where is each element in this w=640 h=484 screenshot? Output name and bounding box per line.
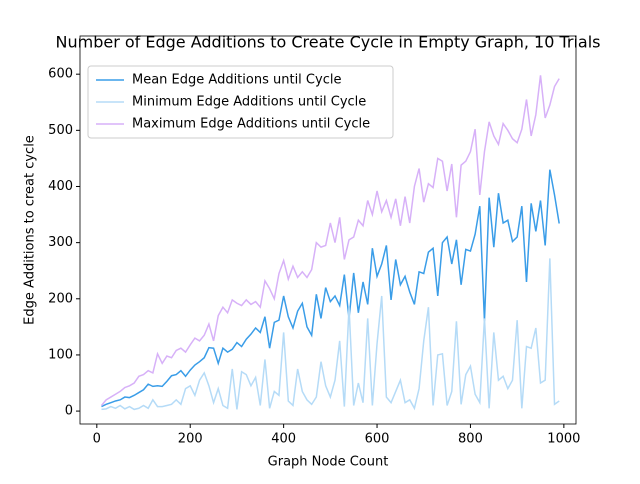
chart-title: Number of Edge Additions to Create Cycle… (56, 33, 601, 52)
y-tick-label: 600 (48, 67, 73, 82)
plot-frame (79, 35, 577, 425)
x-tick-label: 600 (365, 432, 390, 447)
series-line (101, 169, 560, 408)
series-line (100, 75, 560, 406)
x-tick-label: 400 (271, 432, 296, 447)
legend-label: Mean Edge Additions until Cycle (132, 73, 341, 88)
y-tick-label: 500 (48, 123, 73, 138)
y-tick-label: 400 (48, 179, 73, 194)
legend-box (87, 65, 394, 139)
series-line (101, 258, 560, 411)
x-tick-label: 200 (178, 432, 203, 447)
y-tick-label: 0 (65, 404, 73, 419)
y-tick-label: 300 (48, 235, 73, 250)
x-tick-label: 0 (93, 432, 101, 447)
legend-label: Maximum Edge Additions until Cycle (132, 117, 370, 132)
y-tick-label: 100 (48, 347, 73, 362)
y-axis-label: Edge Additions to creat cycle (23, 135, 38, 325)
x-tick-label: 800 (458, 432, 483, 447)
x-axis-label: Graph Node Count (268, 455, 389, 470)
y-tick-label: 200 (48, 291, 73, 306)
x-tick-label: 1000 (547, 432, 580, 447)
legend-label: Minimum Edge Additions until Cycle (132, 95, 366, 110)
